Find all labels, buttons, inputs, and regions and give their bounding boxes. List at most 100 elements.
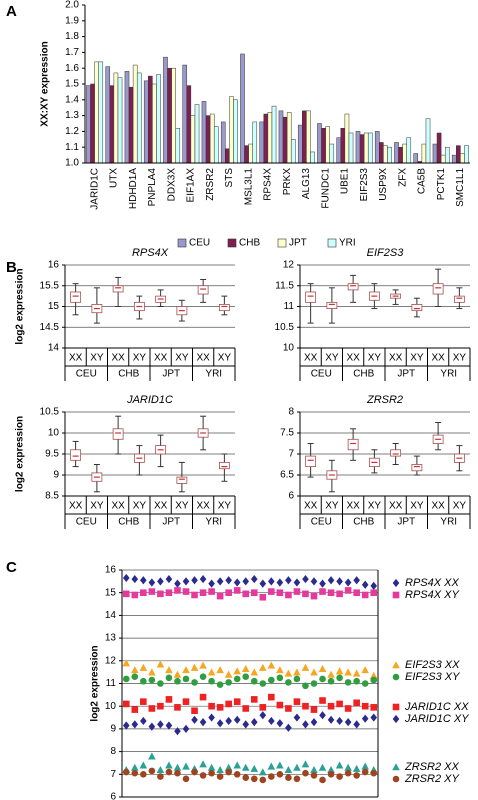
box bbox=[347, 438, 359, 451]
y-tick-label: 10 bbox=[48, 428, 60, 439]
point bbox=[285, 679, 292, 686]
y-tick-label: 11 bbox=[284, 301, 295, 312]
point bbox=[148, 722, 156, 731]
point bbox=[242, 590, 250, 598]
point bbox=[191, 715, 198, 724]
point bbox=[199, 772, 207, 779]
point bbox=[276, 578, 284, 587]
point bbox=[335, 761, 344, 769]
group-label: CEU bbox=[311, 369, 332, 380]
y-tick-label: 1.5 bbox=[65, 79, 79, 90]
point bbox=[174, 587, 181, 594]
point bbox=[310, 772, 318, 779]
point bbox=[216, 765, 224, 774]
point bbox=[157, 680, 164, 687]
point bbox=[174, 769, 181, 777]
x-tick-label: XX bbox=[69, 501, 83, 512]
y-tick-label: 10 bbox=[105, 701, 117, 712]
bar bbox=[297, 124, 303, 164]
group-label: CEU bbox=[76, 369, 97, 380]
legend-swatch bbox=[277, 238, 287, 248]
point bbox=[301, 760, 310, 768]
bar bbox=[244, 145, 249, 164]
group-label: YRI bbox=[205, 517, 222, 528]
bar bbox=[329, 143, 335, 164]
bar bbox=[233, 99, 238, 164]
y-tick-label: 15 bbox=[105, 587, 117, 598]
point bbox=[148, 752, 156, 760]
box bbox=[347, 283, 359, 291]
point bbox=[310, 577, 318, 586]
bar bbox=[321, 127, 326, 164]
point bbox=[327, 677, 335, 685]
x-tick-label: XX bbox=[346, 353, 360, 364]
bar bbox=[340, 127, 346, 164]
point bbox=[233, 698, 241, 705]
x-tick-label: EIF2S3 bbox=[359, 168, 370, 202]
point bbox=[370, 704, 378, 711]
point bbox=[370, 676, 378, 684]
point bbox=[327, 715, 335, 724]
legend-marker bbox=[392, 763, 400, 771]
point bbox=[216, 592, 224, 600]
point bbox=[369, 671, 378, 679]
x-tick-label: XY bbox=[175, 353, 189, 364]
point bbox=[302, 682, 309, 690]
x-tick-label: XX bbox=[431, 353, 445, 364]
point bbox=[122, 721, 130, 730]
bar bbox=[190, 115, 196, 164]
point bbox=[276, 719, 284, 728]
point bbox=[131, 763, 139, 771]
point bbox=[131, 673, 139, 680]
point bbox=[344, 668, 352, 676]
y-tick-label: 7 bbox=[110, 769, 116, 780]
point bbox=[233, 715, 241, 724]
y-tick-label: 16 bbox=[48, 260, 60, 271]
point bbox=[208, 677, 215, 685]
point bbox=[199, 717, 207, 727]
point bbox=[250, 574, 258, 584]
point bbox=[285, 591, 292, 599]
point bbox=[336, 716, 343, 726]
y-tick-label: 15.5 bbox=[40, 280, 60, 291]
point bbox=[319, 579, 326, 588]
x-tick-label: PRKX bbox=[282, 168, 293, 196]
bar bbox=[98, 61, 104, 164]
bar bbox=[124, 71, 130, 164]
bar bbox=[105, 66, 111, 164]
point bbox=[233, 761, 241, 769]
x-tick-label: XX bbox=[111, 501, 125, 512]
point bbox=[199, 673, 207, 680]
bar bbox=[225, 148, 230, 164]
x-tick-label: XY bbox=[410, 353, 424, 364]
y-tick-label: 7.5 bbox=[280, 428, 294, 439]
bar bbox=[317, 123, 322, 164]
point bbox=[276, 674, 284, 682]
point bbox=[259, 680, 267, 687]
point bbox=[344, 769, 352, 777]
y-tick-label: 14.5 bbox=[40, 322, 60, 333]
point bbox=[140, 576, 147, 585]
point bbox=[156, 765, 165, 774]
point bbox=[352, 764, 361, 772]
group-label: YRI bbox=[440, 517, 457, 528]
legend-label: RPS4X XX bbox=[405, 577, 459, 589]
point bbox=[140, 716, 147, 726]
point bbox=[208, 769, 215, 777]
y-tick-label: 6.5 bbox=[280, 470, 294, 481]
point bbox=[268, 773, 275, 780]
x-tick-label: FUNDC1 bbox=[320, 168, 331, 209]
point bbox=[302, 720, 309, 729]
x-tick-label: XY bbox=[218, 501, 232, 512]
bar bbox=[205, 115, 211, 164]
point bbox=[370, 769, 378, 777]
x-tick-label: USP9X bbox=[378, 168, 389, 201]
point bbox=[327, 589, 335, 596]
point bbox=[361, 666, 369, 674]
point bbox=[319, 697, 326, 704]
x-tick-label: XX bbox=[154, 501, 168, 512]
legend-marker bbox=[392, 703, 400, 711]
legend-swatch bbox=[177, 238, 187, 248]
group-label: JPT bbox=[397, 517, 415, 528]
